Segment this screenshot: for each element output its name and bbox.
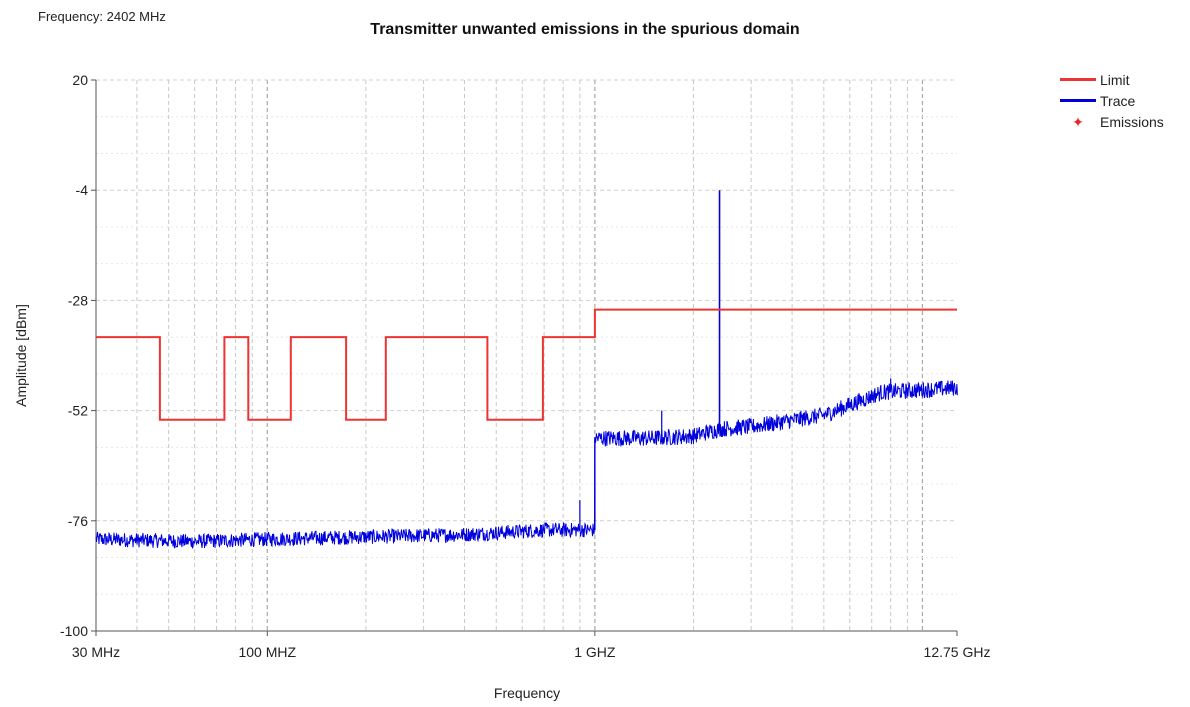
trace-line <box>95 380 958 549</box>
y-tick-label-2: -28 <box>68 292 88 308</box>
legend-label-trace: Trace <box>1100 92 1136 109</box>
y-tick-label-1: -4 <box>76 182 89 198</box>
legend-item-trace: Trace <box>1060 90 1164 111</box>
legend-marker-emissions: ✦ <box>1072 113 1084 130</box>
legend-swatch-limit <box>1060 78 1096 81</box>
legend-item-emissions: ✦ Emissions <box>1060 111 1164 132</box>
x-tick-label-1: 100 MHZ <box>238 644 296 660</box>
legend-item-limit: Limit <box>1060 69 1164 90</box>
legend: Limit Trace ✦ Emissions <box>1060 69 1164 132</box>
x-tick-label-0: 30 MHz <box>72 644 120 660</box>
y-axis-title: Amplitude [dBm] <box>13 304 29 407</box>
x-tick-label-2: 1 GHZ <box>574 644 616 660</box>
y-tick-label-3: -52 <box>68 403 88 419</box>
chart-title: Transmitter unwanted emissions in the sp… <box>370 21 800 38</box>
y-tick-label-0: 20 <box>72 72 88 88</box>
legend-label-limit: Limit <box>1100 71 1130 88</box>
y-tick-label-5: -100 <box>60 623 88 639</box>
y-tick-label-4: -76 <box>68 513 88 529</box>
legend-swatch-trace <box>1060 99 1096 102</box>
limit-line <box>96 308 957 421</box>
x-tick-label-3: 12.75 GHz <box>924 644 991 660</box>
x-axis-title: Frequency <box>494 685 560 701</box>
legend-label-emissions: Emissions <box>1100 113 1164 130</box>
frequency-label: Frequency: 2402 MHz <box>38 9 166 24</box>
